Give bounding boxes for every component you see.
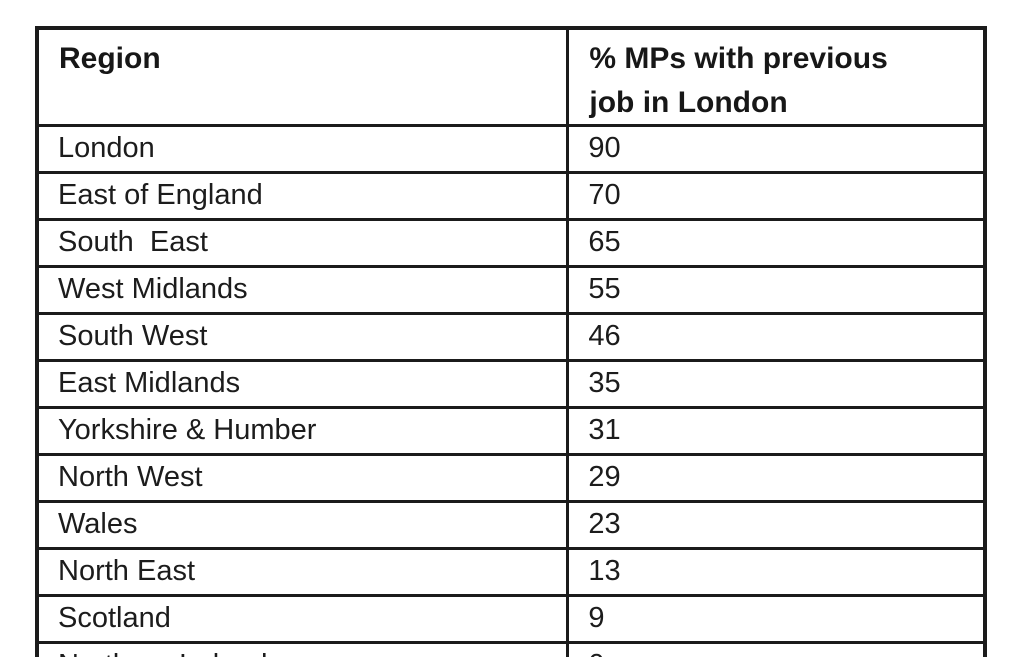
- value-cell: 31: [566, 406, 987, 456]
- table-row: Scotland 9: [35, 594, 987, 644]
- table-row: North East 13: [35, 547, 987, 597]
- value-cell: 90: [566, 124, 987, 174]
- region-cell: Scotland: [35, 594, 570, 644]
- percent-mps-column-header: % MPs with previous job in London: [566, 26, 987, 127]
- region-cell: South East: [35, 218, 570, 268]
- table-row: East of England 70: [35, 171, 987, 221]
- table-row: North West 29: [35, 453, 987, 503]
- table-row: Yorkshire & Humber 31: [35, 406, 987, 456]
- table-header: Region % MPs with previous job in London: [35, 26, 987, 127]
- mps-previous-job-london-table: Region % MPs with previous job in London…: [35, 26, 987, 657]
- value-cell: 23: [566, 500, 987, 550]
- header-row: Region % MPs with previous job in London: [35, 26, 987, 127]
- region-cell: London: [35, 124, 570, 174]
- value-cell: 46: [566, 312, 987, 362]
- table-row: Wales 23: [35, 500, 987, 550]
- value-cell: 55: [566, 265, 987, 315]
- table-row: West Midlands 55: [35, 265, 987, 315]
- table-row: London 90: [35, 124, 987, 174]
- region-cell: North East: [35, 547, 570, 597]
- region-column-header: Region: [35, 26, 570, 127]
- value-cell: 35: [566, 359, 987, 409]
- table-row: East Midlands 35: [35, 359, 987, 409]
- value-cell: 70: [566, 171, 987, 221]
- region-cell: South West: [35, 312, 570, 362]
- region-cell: North West: [35, 453, 570, 503]
- table-row: Northern Ireland0: [35, 641, 987, 657]
- region-cell: East Midlands: [35, 359, 570, 409]
- value-cell: 65: [566, 218, 987, 268]
- region-cell: West Midlands: [35, 265, 570, 315]
- value-cell: 0: [566, 641, 987, 657]
- region-cell: Yorkshire & Humber: [35, 406, 570, 456]
- value-cell: 9: [566, 594, 987, 644]
- region-cell: Northern Ireland: [35, 641, 570, 657]
- region-cell: East of England: [35, 171, 570, 221]
- table-row: South West 46: [35, 312, 987, 362]
- table-body: London 90 East of England 70 South East 65 Wes…: [35, 124, 987, 657]
- value-cell: 13: [566, 547, 987, 597]
- table-row: South East 65: [35, 218, 987, 268]
- value-cell: 29: [566, 453, 987, 503]
- region-cell: Wales: [35, 500, 570, 550]
